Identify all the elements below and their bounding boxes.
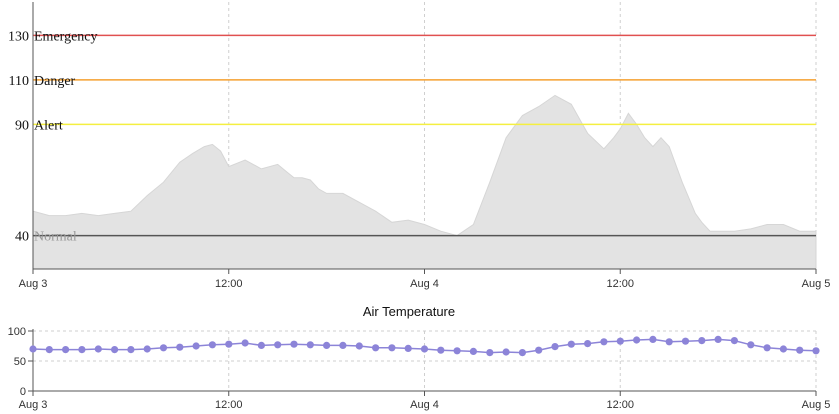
threshold-name-label: Emergency	[34, 29, 98, 44]
air-temperature-point	[551, 343, 559, 351]
air-temperature-point	[274, 341, 282, 349]
top-chart-x-tick-label: 12:00	[606, 278, 634, 290]
air-temperature-point	[420, 345, 429, 353]
air-temperature-point	[192, 342, 200, 350]
air-temperature-point	[633, 336, 641, 344]
air-temperature-point	[665, 338, 673, 346]
air-temperature-point	[681, 337, 690, 345]
air-temperature-point	[453, 347, 461, 355]
air-temperature-point	[796, 346, 804, 354]
air-temperature-point	[730, 337, 739, 345]
air-temperature-point	[45, 346, 53, 354]
threshold-value-label: 90	[15, 118, 29, 133]
top-chart-area	[32, 94, 817, 270]
air-temperature-point	[649, 335, 657, 343]
air-temperature-point	[747, 341, 755, 349]
air-temperature-point	[306, 341, 314, 349]
air-temperature-point	[339, 341, 347, 349]
bottom-chart-y-tick-label: 0	[20, 386, 26, 398]
air-temperature-point	[111, 346, 119, 354]
air-temperature-point	[502, 348, 510, 356]
threshold-name-label: Normal	[34, 230, 77, 245]
air-temperature-point	[779, 345, 788, 353]
bottom-chart-x-tick-label: Aug 5	[802, 399, 831, 411]
top-chart-x-tick-label: Aug 5	[802, 278, 831, 290]
threshold-name-label: Alert	[34, 118, 63, 133]
bottom-chart-x-tick-label: 12:00	[606, 399, 634, 411]
air-temperature-point	[616, 337, 624, 345]
air-temperature-point	[257, 341, 265, 349]
air-temperature-point	[355, 342, 363, 350]
air-temperature-point	[600, 338, 608, 346]
air-temperature-point	[127, 346, 135, 354]
air-temperature-point	[208, 341, 216, 349]
air-temperature-point	[535, 346, 543, 354]
air-temperature-point	[518, 349, 527, 357]
threshold-value-label: 40	[15, 230, 29, 245]
air-temperature-point	[698, 337, 706, 345]
air-temperature-point	[78, 346, 86, 354]
top-chart-x-tick-label: 12:00	[215, 278, 243, 290]
air-temperature-point	[62, 346, 70, 354]
air-temperature-point	[241, 339, 249, 347]
air-temperature-point	[567, 340, 575, 348]
air-temperature-point	[29, 345, 37, 353]
air-temperature-point	[323, 341, 331, 349]
air-temperature-point	[714, 335, 722, 343]
air-temperature-point	[225, 340, 233, 348]
air-temperature-point	[388, 344, 396, 352]
air-temperature-point	[159, 344, 168, 352]
bottom-chart-y-tick-label: 100	[8, 326, 26, 338]
threshold-value-label: 110	[9, 74, 29, 89]
top-chart-x-tick-label: Aug 3	[19, 278, 48, 290]
air-temperature-point	[763, 344, 771, 352]
air-temperature-point	[437, 346, 445, 354]
air-temperature-point	[584, 340, 592, 348]
top-chart-x-tick-label: Aug 4	[410, 278, 439, 290]
bottom-chart-x-tick-label: Aug 4	[410, 399, 439, 411]
air-temperature-point	[94, 345, 102, 353]
air-temperature-point	[469, 347, 477, 355]
threshold-name-label: Danger	[34, 74, 76, 89]
air-temperature-point	[404, 344, 412, 352]
air-temperature-point	[290, 340, 298, 348]
air-temperature-point	[372, 344, 380, 352]
threshold-value-label: 130	[8, 29, 29, 44]
air-temperature-point	[176, 343, 184, 351]
air-temperature-point	[143, 345, 151, 353]
air-temperature-point	[486, 349, 494, 357]
bottom-chart-x-tick-label: Aug 3	[19, 399, 48, 411]
air-temperature-point	[812, 347, 820, 355]
bottom-chart-x-tick-label: 12:00	[215, 399, 243, 411]
chart-title: Air Temperature	[363, 304, 455, 319]
bottom-chart-y-tick-label: 50	[14, 356, 26, 368]
